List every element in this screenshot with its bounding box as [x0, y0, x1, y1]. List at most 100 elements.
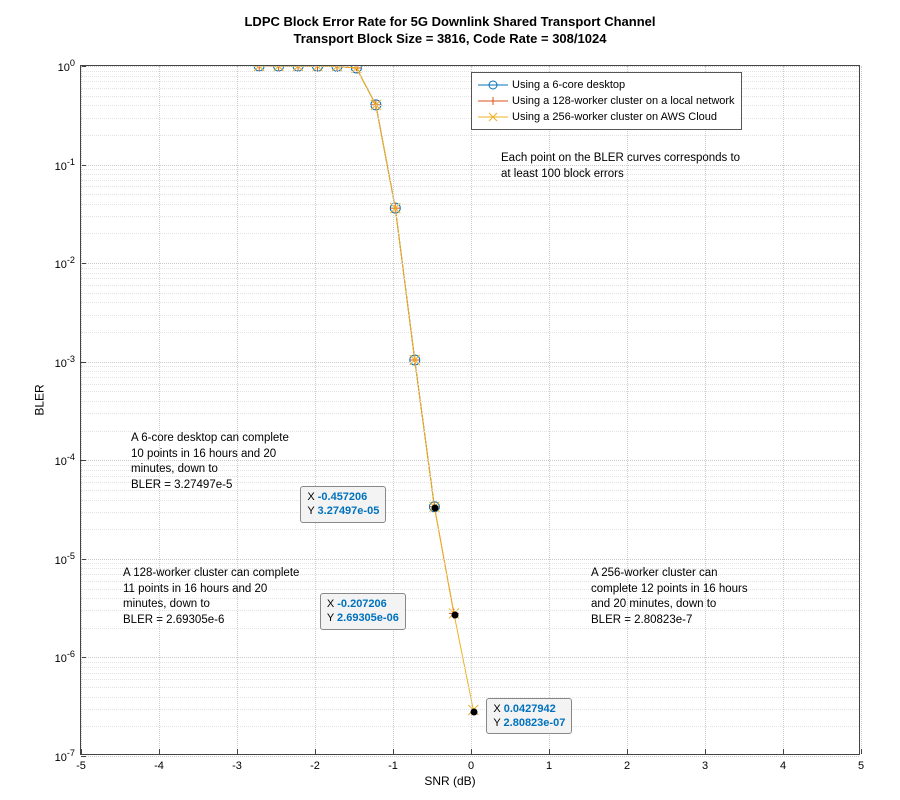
xtick-label: -3 [232, 760, 242, 772]
tick-x [471, 749, 472, 754]
gridline-y [81, 362, 859, 363]
gridline-y-minor [81, 194, 859, 195]
annotation-text: A 6-core desktop can complete10 points i… [131, 431, 289, 493]
gridline-y-minor [81, 401, 859, 402]
gridline-y-minor [81, 268, 859, 269]
chart-title: LDPC Block Error Rate for 5G Downlink Sh… [10, 14, 890, 48]
xtick-label: 1 [546, 760, 552, 772]
gridline-y-minor [81, 563, 859, 564]
gridline-y-minor [81, 302, 859, 303]
gridline-y-minor [81, 285, 859, 286]
gridline-y-minor [81, 186, 859, 187]
gridline-y-minor [81, 118, 859, 119]
gridline-y-minor [81, 512, 859, 513]
gridline-y-minor [81, 391, 859, 392]
gridline-y-minor [81, 667, 859, 668]
tick-x [861, 749, 862, 754]
tick-x [783, 749, 784, 754]
gridline-y-minor [81, 105, 859, 106]
gridline-y-minor [81, 413, 859, 414]
title-line-2: Transport Block Size = 3816, Code Rate =… [10, 31, 890, 48]
gridline-y [81, 559, 859, 560]
gridline-y-minor [81, 377, 859, 378]
xtick-label: -1 [388, 760, 398, 772]
datatip-marker [451, 612, 458, 619]
gridline-y-minor [81, 679, 859, 680]
annotation-text: A 128-worker cluster can complete11 poin… [123, 566, 299, 628]
gridline-y-minor [81, 500, 859, 501]
gridline-x [315, 66, 316, 754]
gridline-x [471, 66, 472, 754]
tick-x [549, 749, 550, 754]
ytick-label: 10-1 [55, 157, 75, 173]
tick-x [393, 749, 394, 754]
gridline-y-minor [81, 273, 859, 274]
gridline-y-minor [81, 81, 859, 82]
gridline-y-minor [81, 174, 859, 175]
legend-swatch [478, 78, 508, 92]
gridline-y-minor [81, 278, 859, 279]
xtick-label: 3 [702, 760, 708, 772]
gridline-y-minor [81, 697, 859, 698]
gridline-y-minor [81, 315, 859, 316]
gridline-x [861, 66, 862, 754]
gridline-y-minor [81, 88, 859, 89]
xtick-label: -4 [154, 760, 164, 772]
y-axis-label: BLER [33, 384, 47, 415]
ytick-label: 10-7 [55, 748, 75, 764]
tick-x [627, 749, 628, 754]
legend-swatch [478, 110, 508, 124]
series-line [259, 66, 454, 613]
gridline-x [159, 66, 160, 754]
gridline-y [81, 165, 859, 166]
ytick-label: 10-6 [55, 650, 75, 666]
annotation-text: Each point on the BLER curves correspond… [501, 151, 740, 182]
datatip-marker [471, 708, 478, 715]
ytick-label: 10-3 [55, 354, 75, 370]
annotation-text: A 256-worker cluster cancomplete 12 poin… [591, 566, 748, 628]
tick-x [159, 749, 160, 754]
tick-x [81, 749, 82, 754]
ytick-label: 10-5 [55, 551, 75, 567]
legend-label: Using a 128-worker cluster on a local ne… [512, 95, 735, 107]
gridline-x [783, 66, 784, 754]
gridline-y-minor [81, 366, 859, 367]
gridline-y-minor [81, 76, 859, 77]
tick-y [81, 756, 86, 757]
legend-label: Using a 6-core desktop [512, 79, 625, 91]
x-axis-label: SNR (dB) [10, 774, 890, 788]
datatip[interactable]: X -0.207206Y 2.69305e-06 [320, 593, 406, 630]
xtick-label: -2 [310, 760, 320, 772]
gridline-y-minor [81, 233, 859, 234]
gridline-y-minor [81, 71, 859, 72]
tick-x [237, 749, 238, 754]
gridline-y [81, 263, 859, 264]
ytick-label: 10-4 [55, 452, 75, 468]
legend-item: Using a 256-worker cluster on AWS Cloud [478, 109, 735, 125]
gridline-x [393, 66, 394, 754]
gridline-y-minor [81, 135, 859, 136]
ytick-label: 100 [58, 58, 75, 74]
gridline-y-minor [81, 293, 859, 294]
gridline-y-minor [81, 687, 859, 688]
legend-label: Using a 256-worker cluster on AWS Cloud [512, 111, 717, 123]
datatip-marker [432, 505, 439, 512]
gridline-y-minor [81, 529, 859, 530]
datatip[interactable]: X 0.0427942Y 2.80823e-07 [486, 698, 572, 735]
gridline-y [81, 756, 859, 757]
xtick-label: -5 [76, 760, 86, 772]
plot-container: LDPC Block Error Rate for 5G Downlink Sh… [10, 10, 890, 790]
gridline-y-minor [81, 169, 859, 170]
ytick-label: 10-2 [55, 255, 75, 271]
xtick-label: 0 [468, 760, 474, 772]
gridline-x [237, 66, 238, 754]
xtick-label: 2 [624, 760, 630, 772]
gridline-y-minor [81, 180, 859, 181]
gridline-y-minor [81, 332, 859, 333]
datatip[interactable]: X -0.457206Y 3.27497e-05 [300, 486, 386, 523]
xtick-label: 5 [858, 760, 864, 772]
xtick-label: 4 [780, 760, 786, 772]
gridline-y [81, 657, 859, 658]
title-line-1: LDPC Block Error Rate for 5G Downlink Sh… [10, 14, 890, 31]
gridline-y-minor [81, 384, 859, 385]
